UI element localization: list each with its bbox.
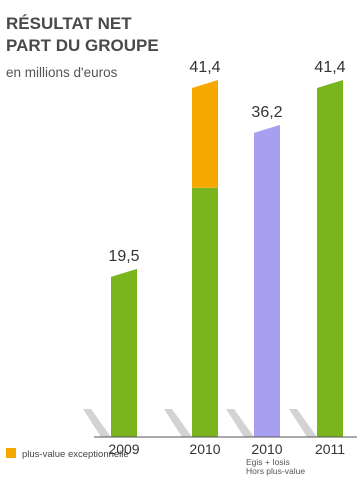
category-note-line: Hors plus-value	[246, 466, 305, 476]
bars	[111, 80, 343, 437]
chart-title-line-1: RÉSULTAT NET	[6, 14, 132, 33]
category-label: 2010	[189, 441, 220, 457]
bar-shadow	[164, 409, 192, 437]
category-labels: 2009 2010 2010 2011	[108, 441, 345, 457]
value-labels: 19,5 41,4 36,2 41,4	[108, 59, 345, 265]
value-label: 41,4	[189, 59, 220, 76]
legend-label: plus-value exceptionnelle	[22, 449, 129, 460]
bar-segment	[254, 124, 280, 437]
bar-segment	[192, 187, 218, 437]
category-label: 2010	[251, 441, 282, 457]
value-label: 19,5	[108, 248, 139, 265]
value-label: 36,2	[251, 104, 282, 121]
bar-shadow	[83, 409, 111, 437]
category-label: 2011	[315, 441, 345, 457]
bar-shadow	[226, 409, 254, 437]
legend-swatch	[6, 448, 16, 458]
bar-shadows	[83, 409, 317, 437]
bar-segment	[192, 80, 218, 188]
bar-segment	[111, 268, 137, 437]
category-note-line: Egis + Iosis	[246, 457, 290, 467]
chart-title-line-2: PART DU GROUPE	[6, 36, 159, 55]
chart-subtitle: en millions d'euros	[6, 65, 118, 80]
bar-shadow	[289, 409, 317, 437]
value-label: 41,4	[314, 59, 345, 76]
legend: plus-value exceptionnelle	[6, 448, 129, 460]
category-label: 2009	[108, 441, 139, 457]
bar-segment	[317, 80, 343, 437]
